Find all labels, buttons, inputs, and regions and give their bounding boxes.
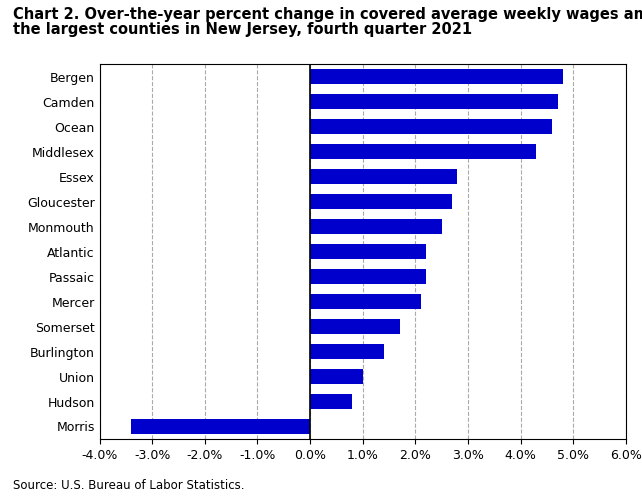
Bar (310, 294, 421, 309)
Bar (310, 94, 557, 110)
Bar (131, 419, 310, 434)
Bar (310, 369, 363, 384)
Text: Chart 2. Over-the-year percent change in covered average weekly wages among: Chart 2. Over-the-year percent change in… (13, 7, 642, 22)
Text: the largest counties in New Jersey, fourth quarter 2021: the largest counties in New Jersey, four… (13, 22, 472, 37)
Bar (310, 319, 399, 334)
Bar (310, 219, 442, 234)
Bar (310, 269, 426, 284)
Bar (310, 169, 458, 185)
Text: Source: U.S. Bureau of Labor Statistics.: Source: U.S. Bureau of Labor Statistics. (13, 479, 245, 492)
Bar (310, 244, 426, 259)
Bar (310, 120, 552, 134)
Bar (310, 69, 563, 84)
Bar (310, 144, 537, 159)
Bar (310, 194, 452, 209)
Bar (310, 394, 352, 409)
Bar (310, 344, 384, 359)
